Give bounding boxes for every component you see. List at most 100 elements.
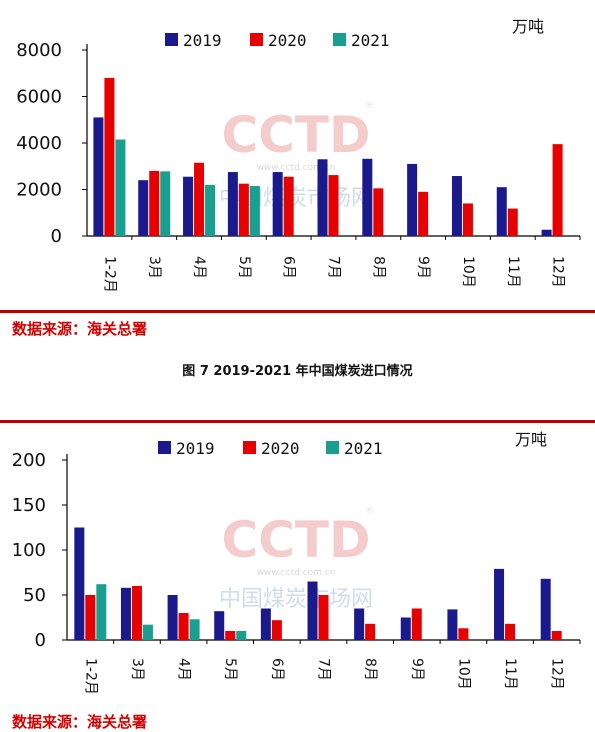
bar-2020-8 <box>418 191 429 236</box>
legend-swatch-2020 <box>243 441 256 454</box>
bar-2020-5 <box>283 176 294 236</box>
bar-chart-2: CCTD® www.cctd.com.cn 中国煤炭市场网 0 50 100 150 200 1… <box>12 430 581 695</box>
bar-2020-9 <box>458 628 469 640</box>
x-tick-label: 11月 <box>502 658 518 690</box>
bar-2019-10 <box>494 568 505 640</box>
bar-2020-8 <box>411 608 422 640</box>
x-tick-label: 9月 <box>409 658 425 681</box>
bar-2020-10 <box>507 208 518 236</box>
x-tick-label: 10月 <box>460 256 476 288</box>
legend-swatch-2021 <box>326 441 339 454</box>
bar-2019-9 <box>451 176 462 236</box>
watermark-logo: CCTD <box>222 106 371 164</box>
y-tick-label: 0 <box>51 226 62 247</box>
y-tick-label: 150 <box>12 495 46 516</box>
bar-2019-2 <box>120 587 131 640</box>
legend-swatch-2019 <box>158 441 171 454</box>
bar-2019-4 <box>214 611 225 640</box>
bar-2019-10 <box>496 187 507 236</box>
y-tick-label: 2000 <box>16 180 62 201</box>
bar-2020-3 <box>194 162 205 236</box>
bar-2020-4 <box>238 183 249 236</box>
legend-label-2020: 2020 <box>261 439 300 458</box>
bar-2019-6 <box>307 581 318 640</box>
watermark-site: www.cctd.com.cn <box>257 163 336 173</box>
x-tick-label: 12月 <box>550 256 566 288</box>
bar-2020-11 <box>552 144 563 236</box>
bar-2020-10 <box>505 623 516 640</box>
bar-2021-3 <box>205 184 216 236</box>
source-note: 数据来源：海关总署 <box>12 320 148 338</box>
legend-swatch-2021 <box>333 33 346 46</box>
y-tick-label: 4000 <box>16 133 62 154</box>
bar-2020-6 <box>318 595 329 640</box>
y-tick-label: 200 <box>12 450 46 471</box>
figure-caption: 图 7 2019-2021 年中国煤炭进口情况 <box>182 364 413 379</box>
y-tick-label: 0 <box>35 630 46 651</box>
legend-swatch-2020 <box>250 33 263 46</box>
watermark-logo: CCTD <box>222 511 371 569</box>
unit-label: 万吨 <box>512 17 544 36</box>
x-tick-label: 12月 <box>549 658 565 690</box>
x-tick-label: 1-2月 <box>101 256 117 293</box>
bar-2020-4 <box>225 631 236 640</box>
bar-2019-7 <box>362 158 373 236</box>
bar-2019-11 <box>540 578 551 640</box>
bar-2021-1 <box>96 584 107 640</box>
unit-label: 万吨 <box>515 430 547 449</box>
watermark-name: 中国煤炭市场网 <box>219 587 373 612</box>
bar-2019-8 <box>407 163 418 236</box>
x-tick-label: 7月 <box>326 256 342 279</box>
bar-2019-7 <box>354 608 365 640</box>
x-tick-label: 10月 <box>455 658 471 690</box>
legend-label-2021: 2021 <box>344 439 383 458</box>
bar-2021-2 <box>142 624 153 640</box>
bar-2020-1 <box>104 77 115 237</box>
x-tick-label: 4月 <box>176 658 192 681</box>
x-tick-label: 1-2月 <box>82 658 98 695</box>
watermark-registered: ® <box>365 101 374 111</box>
watermark-site: www.cctd.com.cn <box>257 568 336 578</box>
x-tick-label: 6月 <box>269 658 285 681</box>
x-tick-label: 5月 <box>222 658 238 681</box>
x-tick-label: 8月 <box>362 658 378 681</box>
bar-2019-4 <box>227 172 238 236</box>
bar-2021-2 <box>160 171 171 236</box>
bar-2020-5 <box>271 620 282 640</box>
x-tick-label: 7月 <box>316 658 332 681</box>
cctd-watermark: CCTD® www.cctd.com.cn 中国煤炭市场网 <box>219 506 374 612</box>
legend-swatch-2019 <box>165 33 178 46</box>
bar-2020-2 <box>149 170 160 236</box>
bar-2020-3 <box>178 613 189 640</box>
y-tick-label: 100 <box>12 540 46 561</box>
y-tick-label: 50 <box>23 585 46 606</box>
bar-2019-1 <box>93 117 104 236</box>
bar-2019-6 <box>317 159 328 236</box>
y-tick-label: 6000 <box>16 87 62 108</box>
legend-label-2019: 2019 <box>176 439 215 458</box>
watermark-registered: ® <box>365 506 374 516</box>
bar-2021-1 <box>115 139 126 236</box>
bar-2019-2 <box>138 180 149 236</box>
bar-2020-9 <box>462 203 473 236</box>
bar-2019-1 <box>74 527 85 640</box>
x-tick-label: 9月 <box>415 256 431 279</box>
legend-label-2020: 2020 <box>268 31 307 50</box>
legend-label-2021: 2021 <box>351 31 390 50</box>
bar-2020-11 <box>551 631 562 640</box>
bar-2019-5 <box>260 608 271 640</box>
source-note-2: 数据来源：海关总署 <box>12 713 148 731</box>
x-tick-label: 3月 <box>146 256 162 279</box>
bar-2020-7 <box>365 623 376 640</box>
bar-chart-1: CCTD®www.cctd.com.cn中国煤炭市场网0200040006000… <box>16 17 581 293</box>
y-tick-label: 8000 <box>16 40 62 61</box>
bar-2019-9 <box>447 609 458 640</box>
x-tick-label: 5月 <box>236 256 252 279</box>
bar-2020-2 <box>131 586 142 640</box>
x-tick-label: 4月 <box>191 256 207 279</box>
bar-2020-7 <box>373 188 384 236</box>
bar-2019-3 <box>183 176 194 236</box>
x-tick-label: 8月 <box>370 256 386 279</box>
x-tick-label: 3月 <box>129 658 145 681</box>
